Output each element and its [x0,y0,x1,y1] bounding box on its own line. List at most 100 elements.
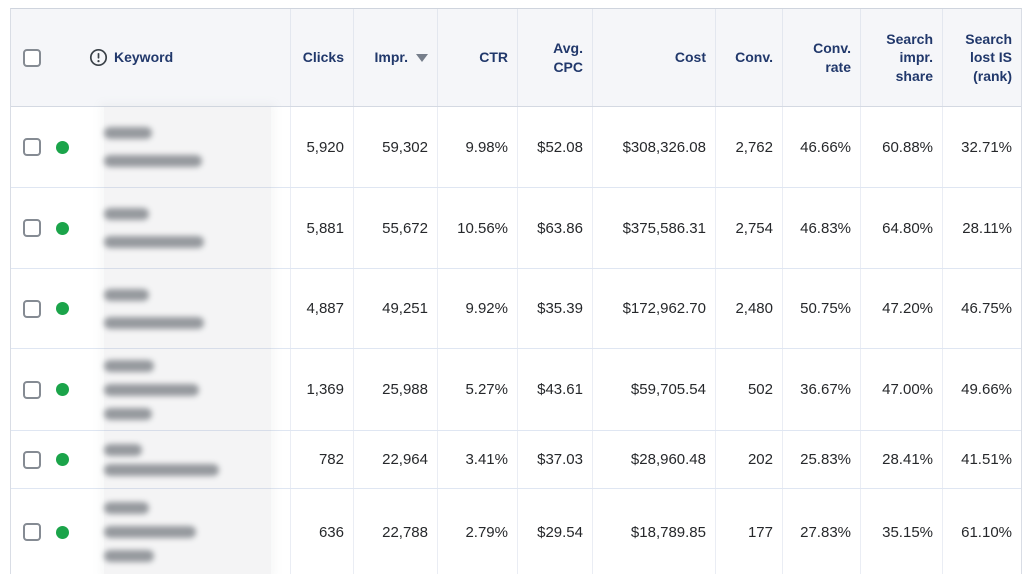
status-enabled-dot [56,525,69,539]
keyword-column-label: Keyword [114,49,174,66]
conv-rate-cell: 27.83% [783,489,861,574]
impressions-cell: 22,788 [354,489,438,574]
conv-rate-cell: 46.83% [783,188,861,268]
header-cell-clicks[interactable]: Clicks [291,9,354,106]
row-checkbox[interactable] [23,219,41,237]
sort-desc-icon[interactable] [416,53,428,62]
table-row: 5,881 55,672 10.56% $63.86 $375,586.31 2… [11,188,1021,269]
row-checkbox[interactable] [23,523,41,541]
keyword-cell [11,269,291,348]
cost-cell: $308,326.08 [593,107,716,187]
search-impr-share-cell: 60.88% [861,107,943,187]
cost-cell: $18,789.85 [593,489,716,574]
clicks-cell: 782 [291,431,354,488]
conv-rate-cell: 50.75% [783,269,861,348]
conversions-cell: 2,754 [716,188,783,268]
keyword-redacted-text [104,127,202,167]
impressions-cell: 55,672 [354,188,438,268]
status-enabled-dot [56,302,69,315]
ctr-cell: 3.41% [438,431,518,488]
header-cell-ctr[interactable]: CTR [438,9,518,106]
keywords-table: Keyword Clicks Impr. CTR Avg. CPC Cost C… [10,8,1022,574]
conv-rate-cell: 46.66% [783,107,861,187]
header-cell-keyword[interactable]: Keyword [11,9,291,106]
avg-cpc-cell: $63.86 [518,188,593,268]
ctr-cell: 9.92% [438,269,518,348]
keyword-redacted-text [104,443,219,476]
avg-cpc-cell: $52.08 [518,107,593,187]
impressions-cell: 22,964 [354,431,438,488]
search-lost-is-rank-cell: 49.66% [961,381,1012,398]
keyword-redacted-text [104,208,204,248]
avg-cpc-cell: $29.54 [518,489,593,574]
search-impr-share-cell: 47.00% [861,349,943,430]
search-impr-share-cell: 47.20% [861,269,943,348]
cost-cell: $28,960.48 [593,431,716,488]
avg-cpc-cell: $35.39 [518,269,593,348]
ctr-cell: 9.98% [438,107,518,187]
clicks-cell: 1,369 [291,349,354,430]
row-checkbox[interactable] [23,380,41,399]
keyword-redacted-text [104,359,199,420]
table-row: 782 22,964 3.41% $37.03 $28,960.48 202 2… [11,431,1021,489]
search-impr-share-cell: 28.41% [861,431,943,488]
table-row: 1,369 25,988 5.27% $43.61 $59,705.54 502… [11,349,1021,431]
search-lost-is-rank-cell: 46.75% [961,300,1012,317]
clicks-cell: 5,881 [291,188,354,268]
conversions-cell: 177 [716,489,783,574]
header-cell-conversions[interactable]: Conv. [716,9,783,106]
table-row: 636 22,788 2.79% $29.54 $18,789.85 177 2… [11,489,1021,574]
keyword-cell [11,431,291,488]
header-cell-search-lost-is-rank[interactable]: Search lost IS (rank) [965,31,1012,84]
search-lost-is-rank-cell: 61.10% [961,523,1012,541]
table-header-row: Keyword Clicks Impr. CTR Avg. CPC Cost C… [11,9,1021,107]
row-checkbox[interactable] [23,138,41,156]
conversions-cell: 2,480 [716,269,783,348]
header-cell-search-impr-share[interactable]: Search impr. share [861,9,943,106]
header-cell-cost[interactable]: Cost [593,9,716,106]
ctr-cell: 2.79% [438,489,518,574]
impressions-cell: 59,302 [354,107,438,187]
search-lost-is-rank-cell: 28.11% [962,219,1012,237]
conv-rate-cell: 36.67% [783,349,861,430]
header-cell-avg-cpc[interactable]: Avg. CPC [518,9,593,106]
ctr-cell: 10.56% [438,188,518,268]
status-enabled-dot [56,140,69,154]
table-body: 5,920 59,302 9.98% $52.08 $308,326.08 2,… [11,107,1021,574]
row-checkbox[interactable] [23,299,41,318]
conversions-cell: 502 [716,349,783,430]
table-row: 4,887 49,251 9.92% $35.39 $172,962.70 2,… [11,269,1021,349]
header-cell-conv-rate[interactable]: Conv. rate [783,9,861,106]
clicks-cell: 4,887 [291,269,354,348]
table-row: 5,920 59,302 9.98% $52.08 $308,326.08 2,… [11,107,1021,188]
ctr-cell: 5.27% [438,349,518,430]
keyword-cell [11,188,291,268]
search-impr-share-cell: 35.15% [861,489,943,574]
keyword-cell [11,489,291,574]
status-enabled-dot [56,453,69,466]
status-enabled-dot [56,383,69,396]
keyword-redacted-text [104,288,204,329]
conversions-cell: 202 [716,431,783,488]
conversions-cell: 2,762 [716,107,783,187]
search-impr-share-cell: 64.80% [861,188,943,268]
cost-cell: $172,962.70 [593,269,716,348]
cost-cell: $59,705.54 [593,349,716,430]
impressions-cell: 25,988 [354,349,438,430]
header-cell-impressions[interactable]: Impr. [354,9,438,106]
search-lost-is-rank-cell: 32.71% [961,138,1012,156]
keyword-redacted-text [104,502,196,562]
impressions-cell: 49,251 [354,269,438,348]
avg-cpc-cell: $37.03 [518,431,593,488]
status-enabled-dot [56,221,69,235]
status-alert-icon [89,48,108,67]
clicks-cell: 636 [291,489,354,574]
clicks-cell: 5,920 [291,107,354,187]
avg-cpc-cell: $43.61 [518,349,593,430]
select-all-checkbox[interactable] [23,48,41,67]
row-checkbox[interactable] [23,450,41,469]
keyword-cell [11,107,291,187]
cost-cell: $375,586.31 [593,188,716,268]
search-lost-is-rank-cell: 41.51% [961,451,1012,468]
